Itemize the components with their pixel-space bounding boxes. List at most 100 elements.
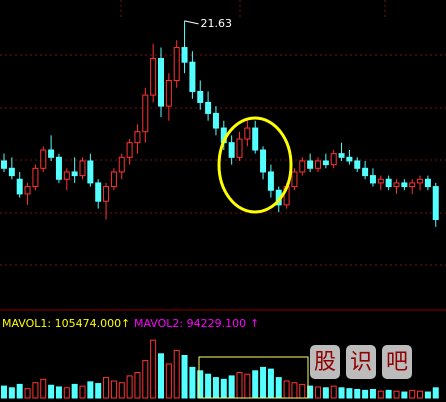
watermark: 股 识 吧 xyxy=(310,345,412,379)
volume-bar xyxy=(354,389,361,399)
candle-body xyxy=(103,186,110,202)
volume-bar xyxy=(165,363,172,399)
volume-bar xyxy=(16,383,23,399)
candle-body xyxy=(189,61,196,92)
candle-body xyxy=(369,175,376,184)
mavol2-label: MAVOL2: 94229.100 xyxy=(134,317,246,330)
candle-body xyxy=(32,167,39,188)
candle-body xyxy=(165,79,172,107)
volume-bar xyxy=(377,390,384,399)
volume-bar xyxy=(252,370,259,399)
volume-bar xyxy=(103,377,110,399)
candle-body xyxy=(110,171,117,188)
volume-bar xyxy=(385,389,392,399)
candle-body xyxy=(424,178,431,188)
volume-bar xyxy=(126,375,133,399)
candle-body xyxy=(142,94,149,133)
candle-body xyxy=(409,182,416,188)
candle-body xyxy=(346,156,353,162)
volume-bar xyxy=(401,391,408,399)
volume-bar xyxy=(260,366,267,399)
peak-label: 21.63 xyxy=(201,17,233,30)
watermark-box xyxy=(346,345,376,379)
candle-body xyxy=(95,182,102,202)
candle-body xyxy=(267,171,274,191)
candle-body xyxy=(393,182,400,188)
candle-body xyxy=(338,153,345,158)
candle-body xyxy=(236,138,243,158)
watermark-box xyxy=(382,345,412,379)
candle-body xyxy=(322,160,329,166)
volume-bar xyxy=(417,390,424,399)
candle-body xyxy=(118,156,125,173)
candle-body xyxy=(417,178,424,184)
candle-body xyxy=(330,153,337,166)
mavol1-label: MAVOL1: 105474.000 xyxy=(2,317,121,330)
volume-bar xyxy=(79,385,86,399)
volume-bar xyxy=(424,391,431,399)
volume-bar xyxy=(299,383,306,399)
candle-body xyxy=(63,171,70,180)
candle-body xyxy=(315,160,321,169)
mavol2-arrow: ↑ xyxy=(250,317,259,330)
candle-body xyxy=(212,112,219,129)
candle-body xyxy=(181,47,188,63)
volume-bar xyxy=(134,372,141,399)
volume-bar xyxy=(236,372,243,399)
volume-bar xyxy=(369,389,376,399)
grid xyxy=(0,0,446,266)
volume-bar xyxy=(322,387,329,399)
volume-bar xyxy=(267,368,274,399)
volume-bar xyxy=(244,373,251,399)
candle-body xyxy=(150,58,157,96)
volume-bar xyxy=(432,387,439,399)
candle-body xyxy=(432,186,439,221)
volume-bar xyxy=(338,387,345,399)
volume-bar xyxy=(346,388,353,399)
candle-body xyxy=(362,167,369,177)
volume-bar xyxy=(212,377,219,399)
volume-bar xyxy=(8,387,15,399)
candle-body xyxy=(8,167,15,177)
candle-body xyxy=(385,178,392,188)
volume-bar xyxy=(95,383,102,399)
volume-bar xyxy=(275,377,282,399)
candle-body xyxy=(205,101,212,114)
volume-bar xyxy=(118,382,125,399)
volume-bar xyxy=(220,378,227,399)
volume-bar xyxy=(362,389,369,399)
candle-body xyxy=(55,156,62,180)
volume-bar xyxy=(110,380,117,399)
peak-pointer xyxy=(184,20,199,25)
watermark-box xyxy=(310,345,340,379)
volume-bar xyxy=(150,339,157,399)
candle-body xyxy=(79,160,86,177)
watermark-char: 吧 xyxy=(386,350,408,375)
candle-body xyxy=(173,47,180,81)
volume-bar xyxy=(71,383,78,399)
candle-body xyxy=(134,131,141,144)
candle-body xyxy=(299,160,306,173)
volume-bar xyxy=(173,349,180,399)
candle-body xyxy=(126,142,133,158)
volume-bar xyxy=(1,385,7,399)
candle-body xyxy=(24,186,31,195)
candle-body xyxy=(260,149,267,173)
watermark-char: 识 xyxy=(350,350,372,375)
volume-bar xyxy=(55,386,62,399)
volume-bar xyxy=(393,390,400,399)
candle-body xyxy=(1,160,7,169)
candle-body xyxy=(197,90,204,103)
candle-body xyxy=(87,160,94,184)
volume-bar xyxy=(283,380,290,399)
candle-body xyxy=(252,127,259,151)
mavol1-arrow: ↑ xyxy=(121,317,130,330)
watermark-char: 股 xyxy=(314,350,336,375)
candle-body xyxy=(16,178,23,195)
volume-bar xyxy=(142,360,149,399)
highlight-box xyxy=(198,356,309,399)
highlight-circle xyxy=(217,116,293,214)
volume-bar xyxy=(32,382,39,399)
volume-bar xyxy=(291,382,298,399)
